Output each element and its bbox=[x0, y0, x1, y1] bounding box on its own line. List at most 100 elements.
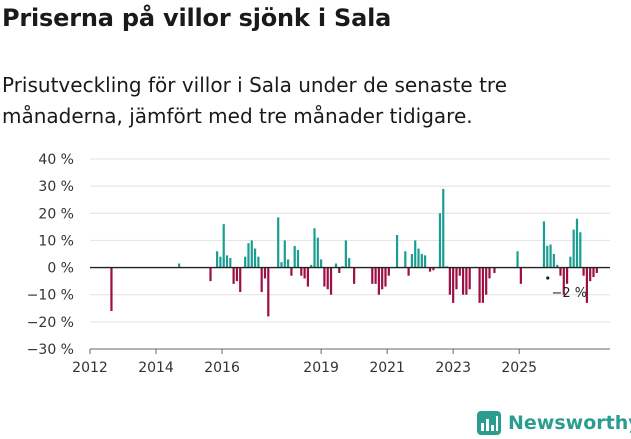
y-tick-label: 10 % bbox=[38, 233, 74, 249]
y-tick-label: −30 % bbox=[27, 342, 74, 358]
bar bbox=[338, 267, 341, 273]
bar bbox=[222, 224, 225, 268]
bar bbox=[428, 267, 432, 272]
bar bbox=[371, 267, 374, 284]
bar bbox=[296, 249, 300, 268]
bar bbox=[277, 217, 280, 268]
bar bbox=[595, 267, 598, 273]
bar bbox=[334, 263, 338, 268]
x-axis: 2012 2014 2016 2019 2021 2023 2025 bbox=[72, 266, 610, 376]
bar bbox=[326, 267, 329, 290]
bar bbox=[552, 254, 555, 268]
chart-title: Priserna på villor sjönk i Sala bbox=[2, 4, 392, 32]
bar bbox=[263, 267, 267, 279]
bar bbox=[381, 267, 384, 290]
bar bbox=[283, 240, 286, 268]
y-tick-label: −20 % bbox=[27, 315, 74, 331]
bar bbox=[582, 267, 585, 276]
bar bbox=[239, 267, 242, 292]
bar bbox=[377, 267, 380, 295]
bar bbox=[559, 267, 562, 276]
bar bbox=[461, 267, 465, 295]
bar bbox=[300, 267, 303, 276]
x-tick-label: 2019 bbox=[303, 360, 339, 376]
bar bbox=[432, 267, 435, 271]
bar bbox=[488, 267, 491, 279]
annotation-layer: −2 % bbox=[546, 276, 587, 301]
x-tick-label: 2014 bbox=[138, 360, 174, 376]
annotation-label: −2 % bbox=[551, 286, 587, 301]
bar bbox=[592, 267, 595, 278]
bar bbox=[589, 267, 592, 282]
bar bbox=[110, 267, 113, 311]
bar bbox=[410, 254, 413, 268]
bar bbox=[216, 251, 219, 268]
bar bbox=[468, 267, 471, 290]
bar bbox=[229, 258, 232, 268]
bar bbox=[404, 251, 407, 268]
bar bbox=[303, 267, 306, 279]
bar bbox=[569, 256, 572, 268]
gridlines bbox=[90, 158, 610, 350]
x-tick-label: 2021 bbox=[369, 360, 405, 376]
y-tick-label: −10 % bbox=[27, 288, 74, 304]
bar bbox=[455, 267, 458, 290]
y-tick-label: 20 % bbox=[38, 206, 74, 222]
bar bbox=[478, 267, 481, 303]
x-tick-label: 2012 bbox=[72, 360, 108, 376]
y-tick-label: 30 % bbox=[38, 179, 74, 195]
bar bbox=[225, 255, 229, 268]
bar bbox=[546, 245, 549, 268]
bar bbox=[395, 235, 399, 268]
bar bbox=[247, 243, 250, 268]
bar bbox=[290, 267, 293, 276]
bar bbox=[556, 264, 559, 268]
bar bbox=[442, 188, 445, 268]
x-tick-label: 2016 bbox=[204, 360, 240, 376]
bar bbox=[320, 259, 323, 268]
bar bbox=[313, 228, 316, 268]
brand-name: Newsworthy bbox=[508, 412, 631, 434]
bar bbox=[306, 267, 309, 287]
bar bbox=[585, 267, 588, 303]
bar bbox=[235, 267, 239, 282]
bar bbox=[424, 255, 427, 268]
bars bbox=[110, 188, 598, 317]
bar bbox=[572, 229, 575, 268]
bar bbox=[253, 248, 257, 268]
bar bbox=[562, 267, 565, 295]
bar bbox=[452, 267, 455, 303]
bar bbox=[519, 267, 522, 284]
bar bbox=[267, 267, 270, 317]
bar bbox=[448, 267, 451, 295]
bar bbox=[407, 267, 410, 276]
chart-subtitle: Prisutveckling för villor i Sala under d… bbox=[2, 73, 507, 128]
bar bbox=[353, 267, 356, 284]
x-tick-label: 2025 bbox=[501, 360, 537, 376]
newsworthy-brand[interactable]: Newsworthy bbox=[476, 410, 631, 436]
y-axis-tick-labels: 40 % 30 % 20 % 10 % 0 % −10 % −20 % −30 % bbox=[27, 152, 74, 358]
bar bbox=[549, 244, 552, 268]
x-tick-label: 2023 bbox=[435, 360, 471, 376]
bar bbox=[244, 256, 247, 268]
bar bbox=[565, 267, 569, 284]
bar bbox=[387, 267, 390, 276]
bar bbox=[293, 245, 296, 268]
y-tick-label: 40 % bbox=[38, 152, 74, 168]
bar bbox=[481, 267, 484, 303]
y-tick-label: 0 % bbox=[47, 261, 74, 277]
bar bbox=[485, 267, 488, 295]
bar bbox=[250, 240, 253, 268]
bar bbox=[344, 240, 347, 268]
newsworthy-logo-icon bbox=[477, 411, 501, 435]
bar bbox=[178, 263, 181, 268]
bar bbox=[420, 254, 423, 268]
bar bbox=[209, 267, 212, 282]
bar bbox=[323, 267, 326, 287]
bar bbox=[465, 267, 468, 295]
bar bbox=[232, 267, 235, 284]
bar bbox=[329, 267, 333, 295]
bar bbox=[516, 251, 519, 268]
bar bbox=[374, 267, 377, 284]
